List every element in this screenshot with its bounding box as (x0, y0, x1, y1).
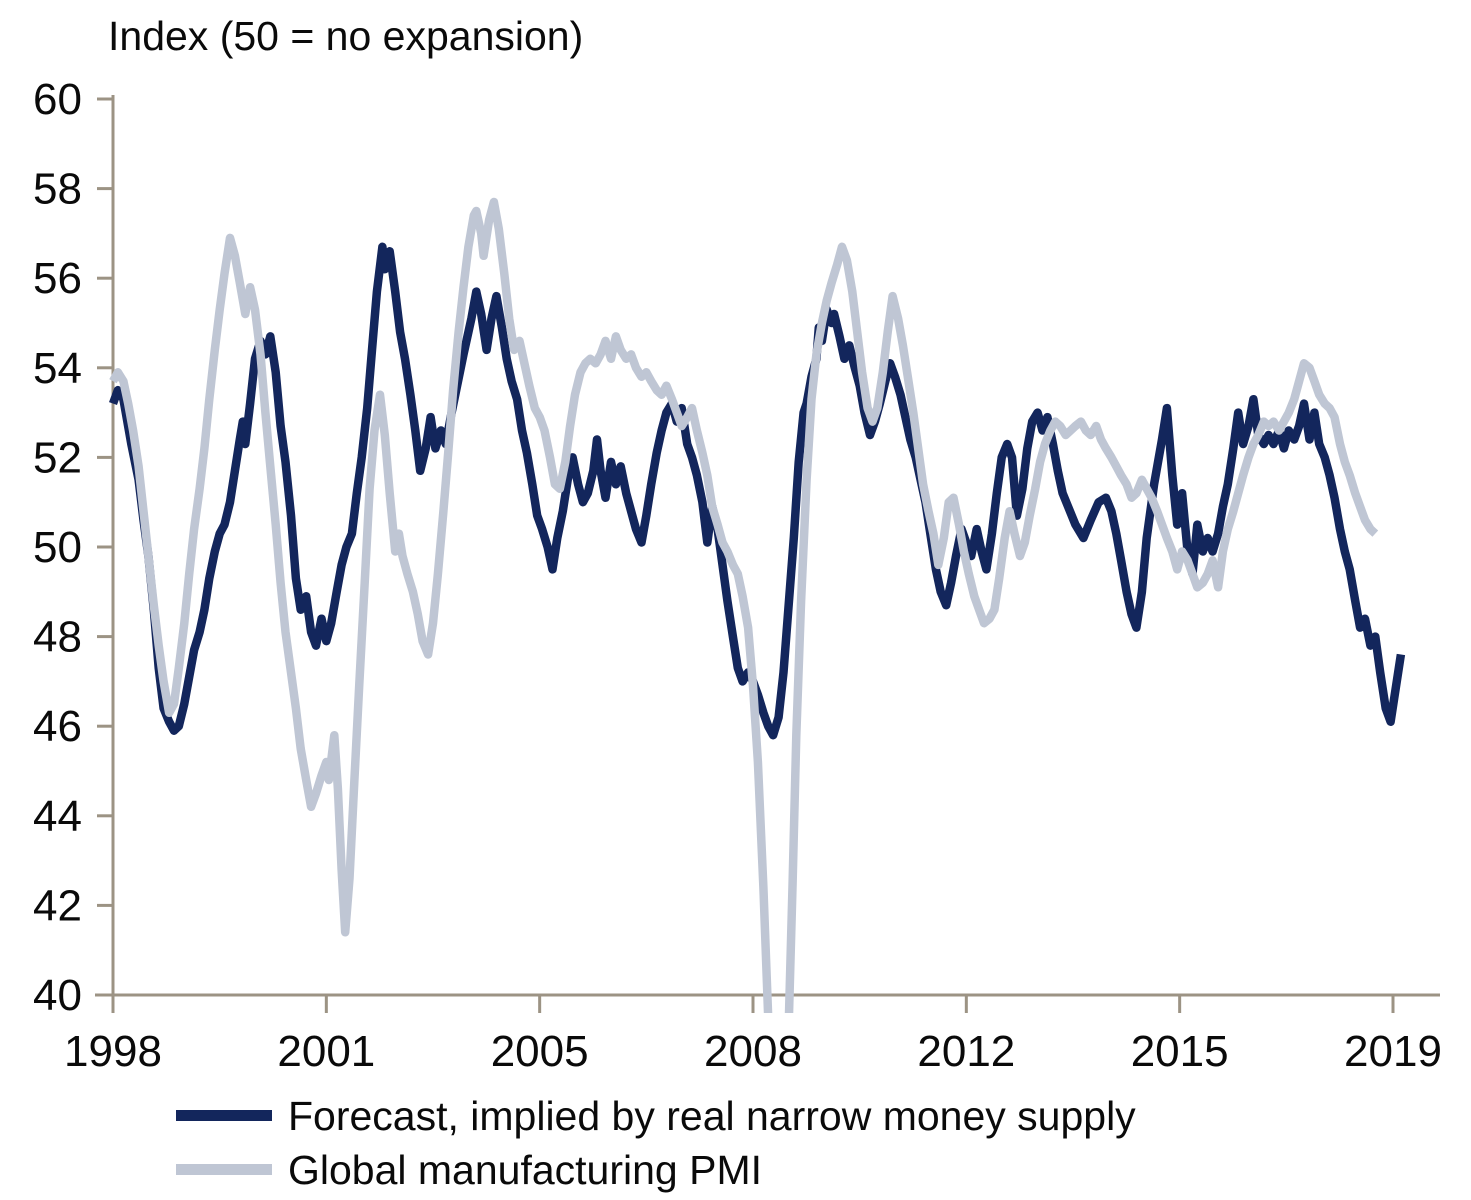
axes: 60 58 56 54 52 50 48 46 44 42 40 1998 2001 2005 2008 20… (33, 75, 1442, 1076)
series-line-pmi (109, 197, 1379, 1013)
y-tick-label: 54 (33, 344, 82, 393)
x-tick-label: 2005 (491, 1027, 589, 1076)
y-tick-label: 48 (33, 613, 82, 662)
series-line-forecast (109, 242, 1406, 740)
y-tick-label: 60 (33, 75, 82, 124)
y-tick-label: 56 (33, 254, 82, 303)
x-tick-label: 1998 (64, 1027, 162, 1076)
y-tick-label: 42 (33, 881, 82, 930)
legend-swatch-forecast (176, 1110, 272, 1121)
x-tick-label: 2015 (1131, 1027, 1229, 1076)
x-tick-label: 2019 (1344, 1027, 1442, 1076)
legend: Forecast, implied by real narrow money s… (176, 1093, 1136, 1193)
y-tick-label: 50 (33, 523, 82, 572)
chart-title: Index (50 = no expansion) (108, 13, 583, 59)
y-tick-label: 58 (33, 165, 82, 214)
y-tick-label: 44 (33, 792, 82, 841)
y-tick-label: 52 (33, 433, 82, 482)
x-tick-label: 2008 (704, 1027, 802, 1076)
x-tick-label: 2001 (277, 1027, 375, 1076)
y-tick-label: 40 (33, 971, 82, 1020)
y-tick-label: 46 (33, 702, 82, 751)
legend-label-pmi: Global manufacturing PMI (288, 1147, 762, 1193)
series (109, 197, 1406, 1013)
legend-swatch-pmi (176, 1164, 272, 1175)
x-tick-label: 2012 (917, 1027, 1015, 1076)
legend-label-forecast: Forecast, implied by real narrow money s… (288, 1093, 1136, 1139)
